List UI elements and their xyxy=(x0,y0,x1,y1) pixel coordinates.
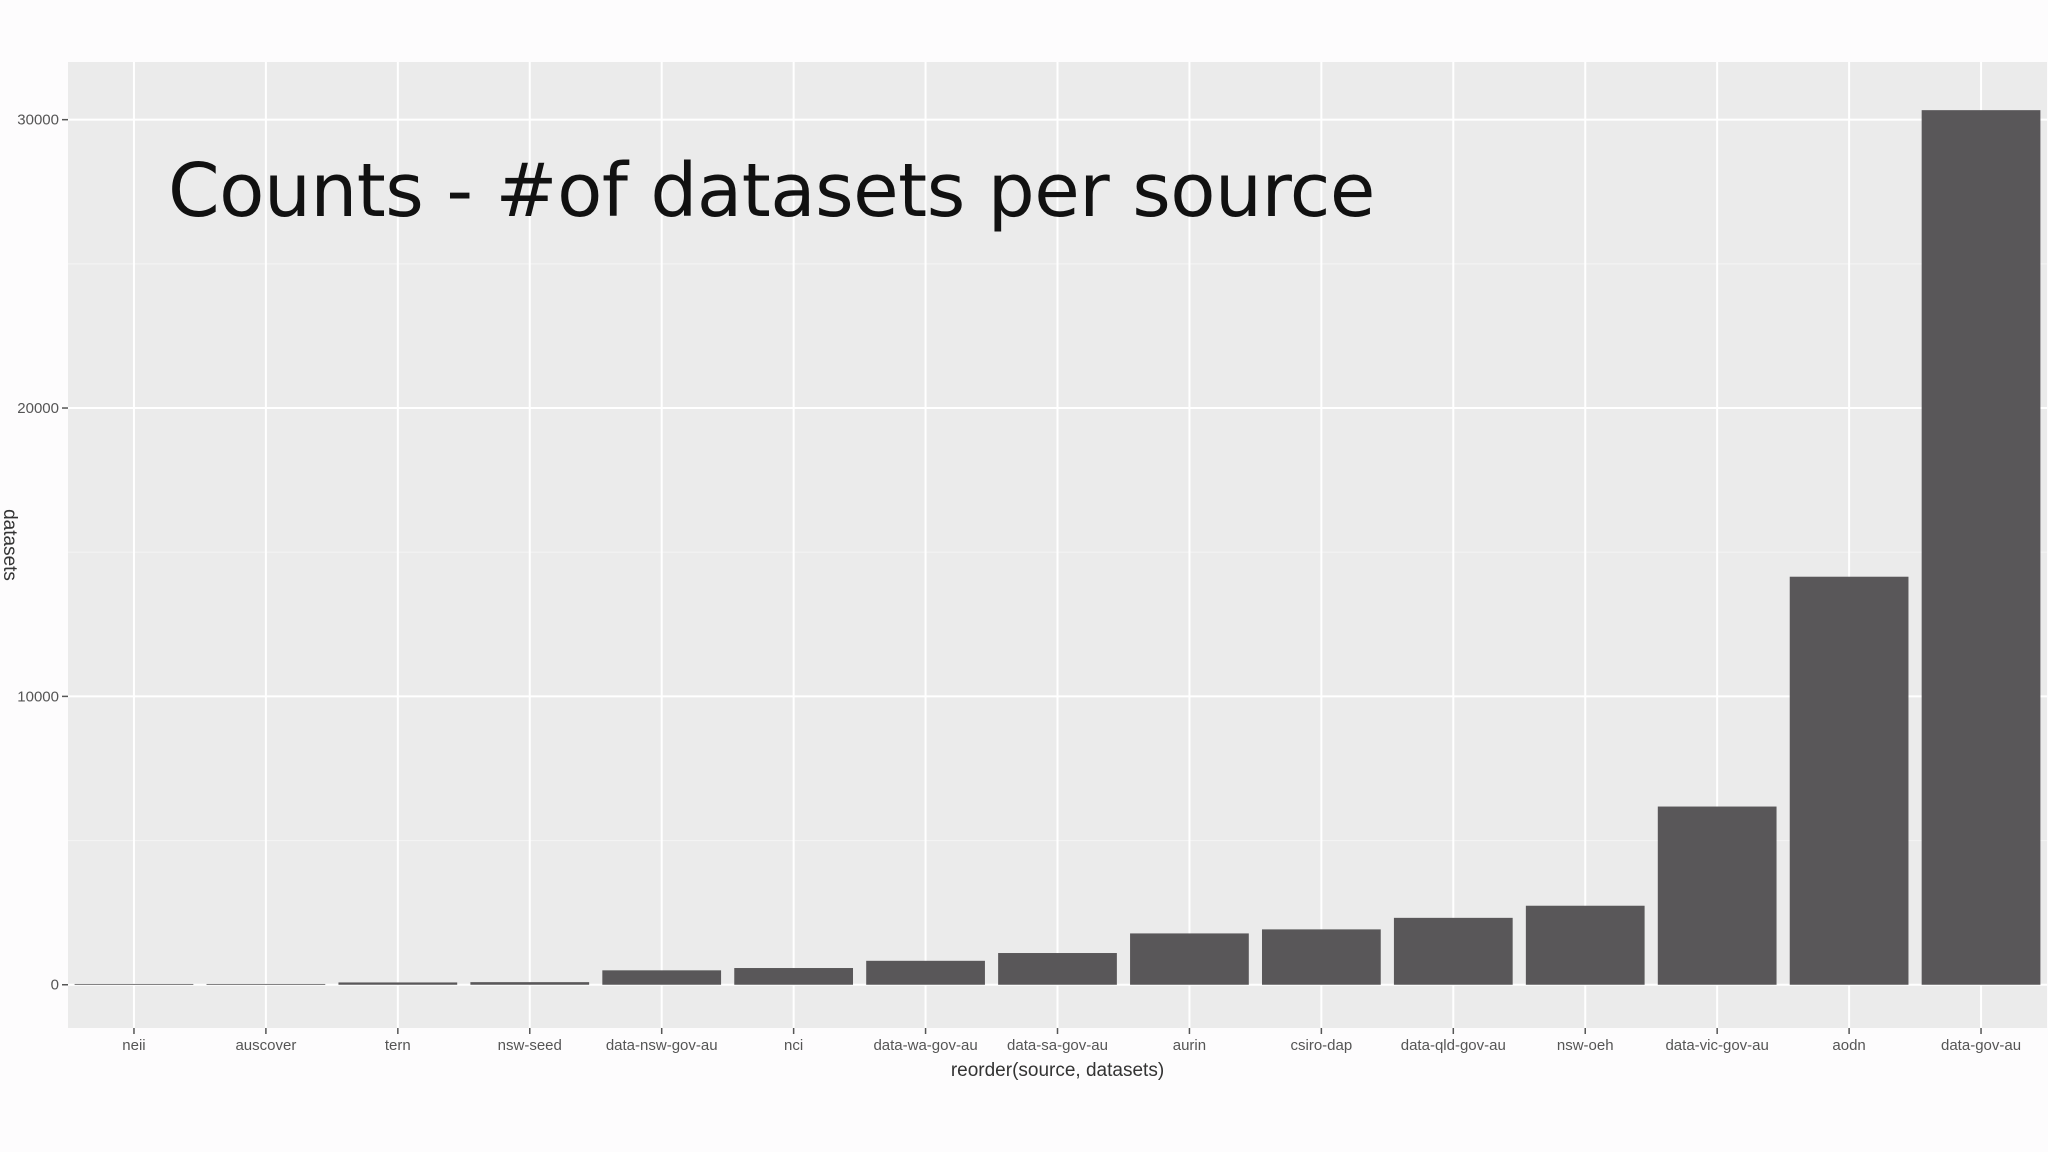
x-tick-label: neii xyxy=(122,1037,145,1054)
bar-data-vic-gov-au xyxy=(1657,806,1777,985)
y-tick-label: 0 xyxy=(51,977,59,994)
x-tick-label: aodn xyxy=(1832,1037,1865,1054)
x-tick-label: csiro-dap xyxy=(1291,1037,1353,1054)
bar-nsw-oeh xyxy=(1525,905,1645,985)
x-tick-label: nsw-seed xyxy=(498,1037,562,1054)
y-tick-label: 30000 xyxy=(17,112,59,129)
x-tick-label: data-gov-au xyxy=(1941,1037,2021,1054)
bar-tern xyxy=(338,982,458,985)
x-tick-label: nci xyxy=(784,1037,803,1054)
bar-data-qld-gov-au xyxy=(1393,917,1513,985)
bar-data-nsw-gov-au xyxy=(602,970,722,985)
x-tick-label: data-qld-gov-au xyxy=(1401,1037,1506,1054)
bar-auscover xyxy=(206,983,326,985)
y-tick-label: 10000 xyxy=(17,688,59,705)
y-axis-ticks: 0 10000 20000 30000 xyxy=(17,112,68,994)
bar-data-gov-au xyxy=(1921,110,2041,985)
bar-data-wa-gov-au xyxy=(866,960,985,985)
bar-nci xyxy=(734,968,854,985)
bar-nsw-seed xyxy=(470,982,590,985)
bar-aodn xyxy=(1789,576,1909,985)
slide-title: Counts - #of datasets per source xyxy=(168,148,1375,234)
y-axis-title: datasets xyxy=(0,509,20,581)
bar-data-sa-gov-au xyxy=(998,953,1117,985)
x-axis-title: reorder(source, datasets) xyxy=(951,1060,1164,1081)
x-tick-label: nsw-oeh xyxy=(1557,1037,1614,1054)
bar-aurin xyxy=(1130,933,1249,985)
x-axis-ticks: neii auscover tern nsw-seed data-nsw-gov-au n… xyxy=(122,1028,2021,1054)
bar-csiro-dap xyxy=(1261,929,1381,985)
x-tick-label: auscover xyxy=(235,1037,296,1054)
x-tick-label: tern xyxy=(385,1037,411,1054)
bars xyxy=(74,110,2041,985)
bar-neii xyxy=(74,983,194,985)
x-tick-label: data-vic-gov-au xyxy=(1665,1037,1768,1054)
x-tick-label: data-nsw-gov-au xyxy=(606,1037,718,1054)
y-tick-label: 20000 xyxy=(17,400,59,417)
x-tick-label: data-sa-gov-au xyxy=(1007,1037,1108,1054)
x-tick-label: aurin xyxy=(1173,1037,1206,1054)
x-tick-label: data-wa-gov-au xyxy=(873,1037,977,1054)
